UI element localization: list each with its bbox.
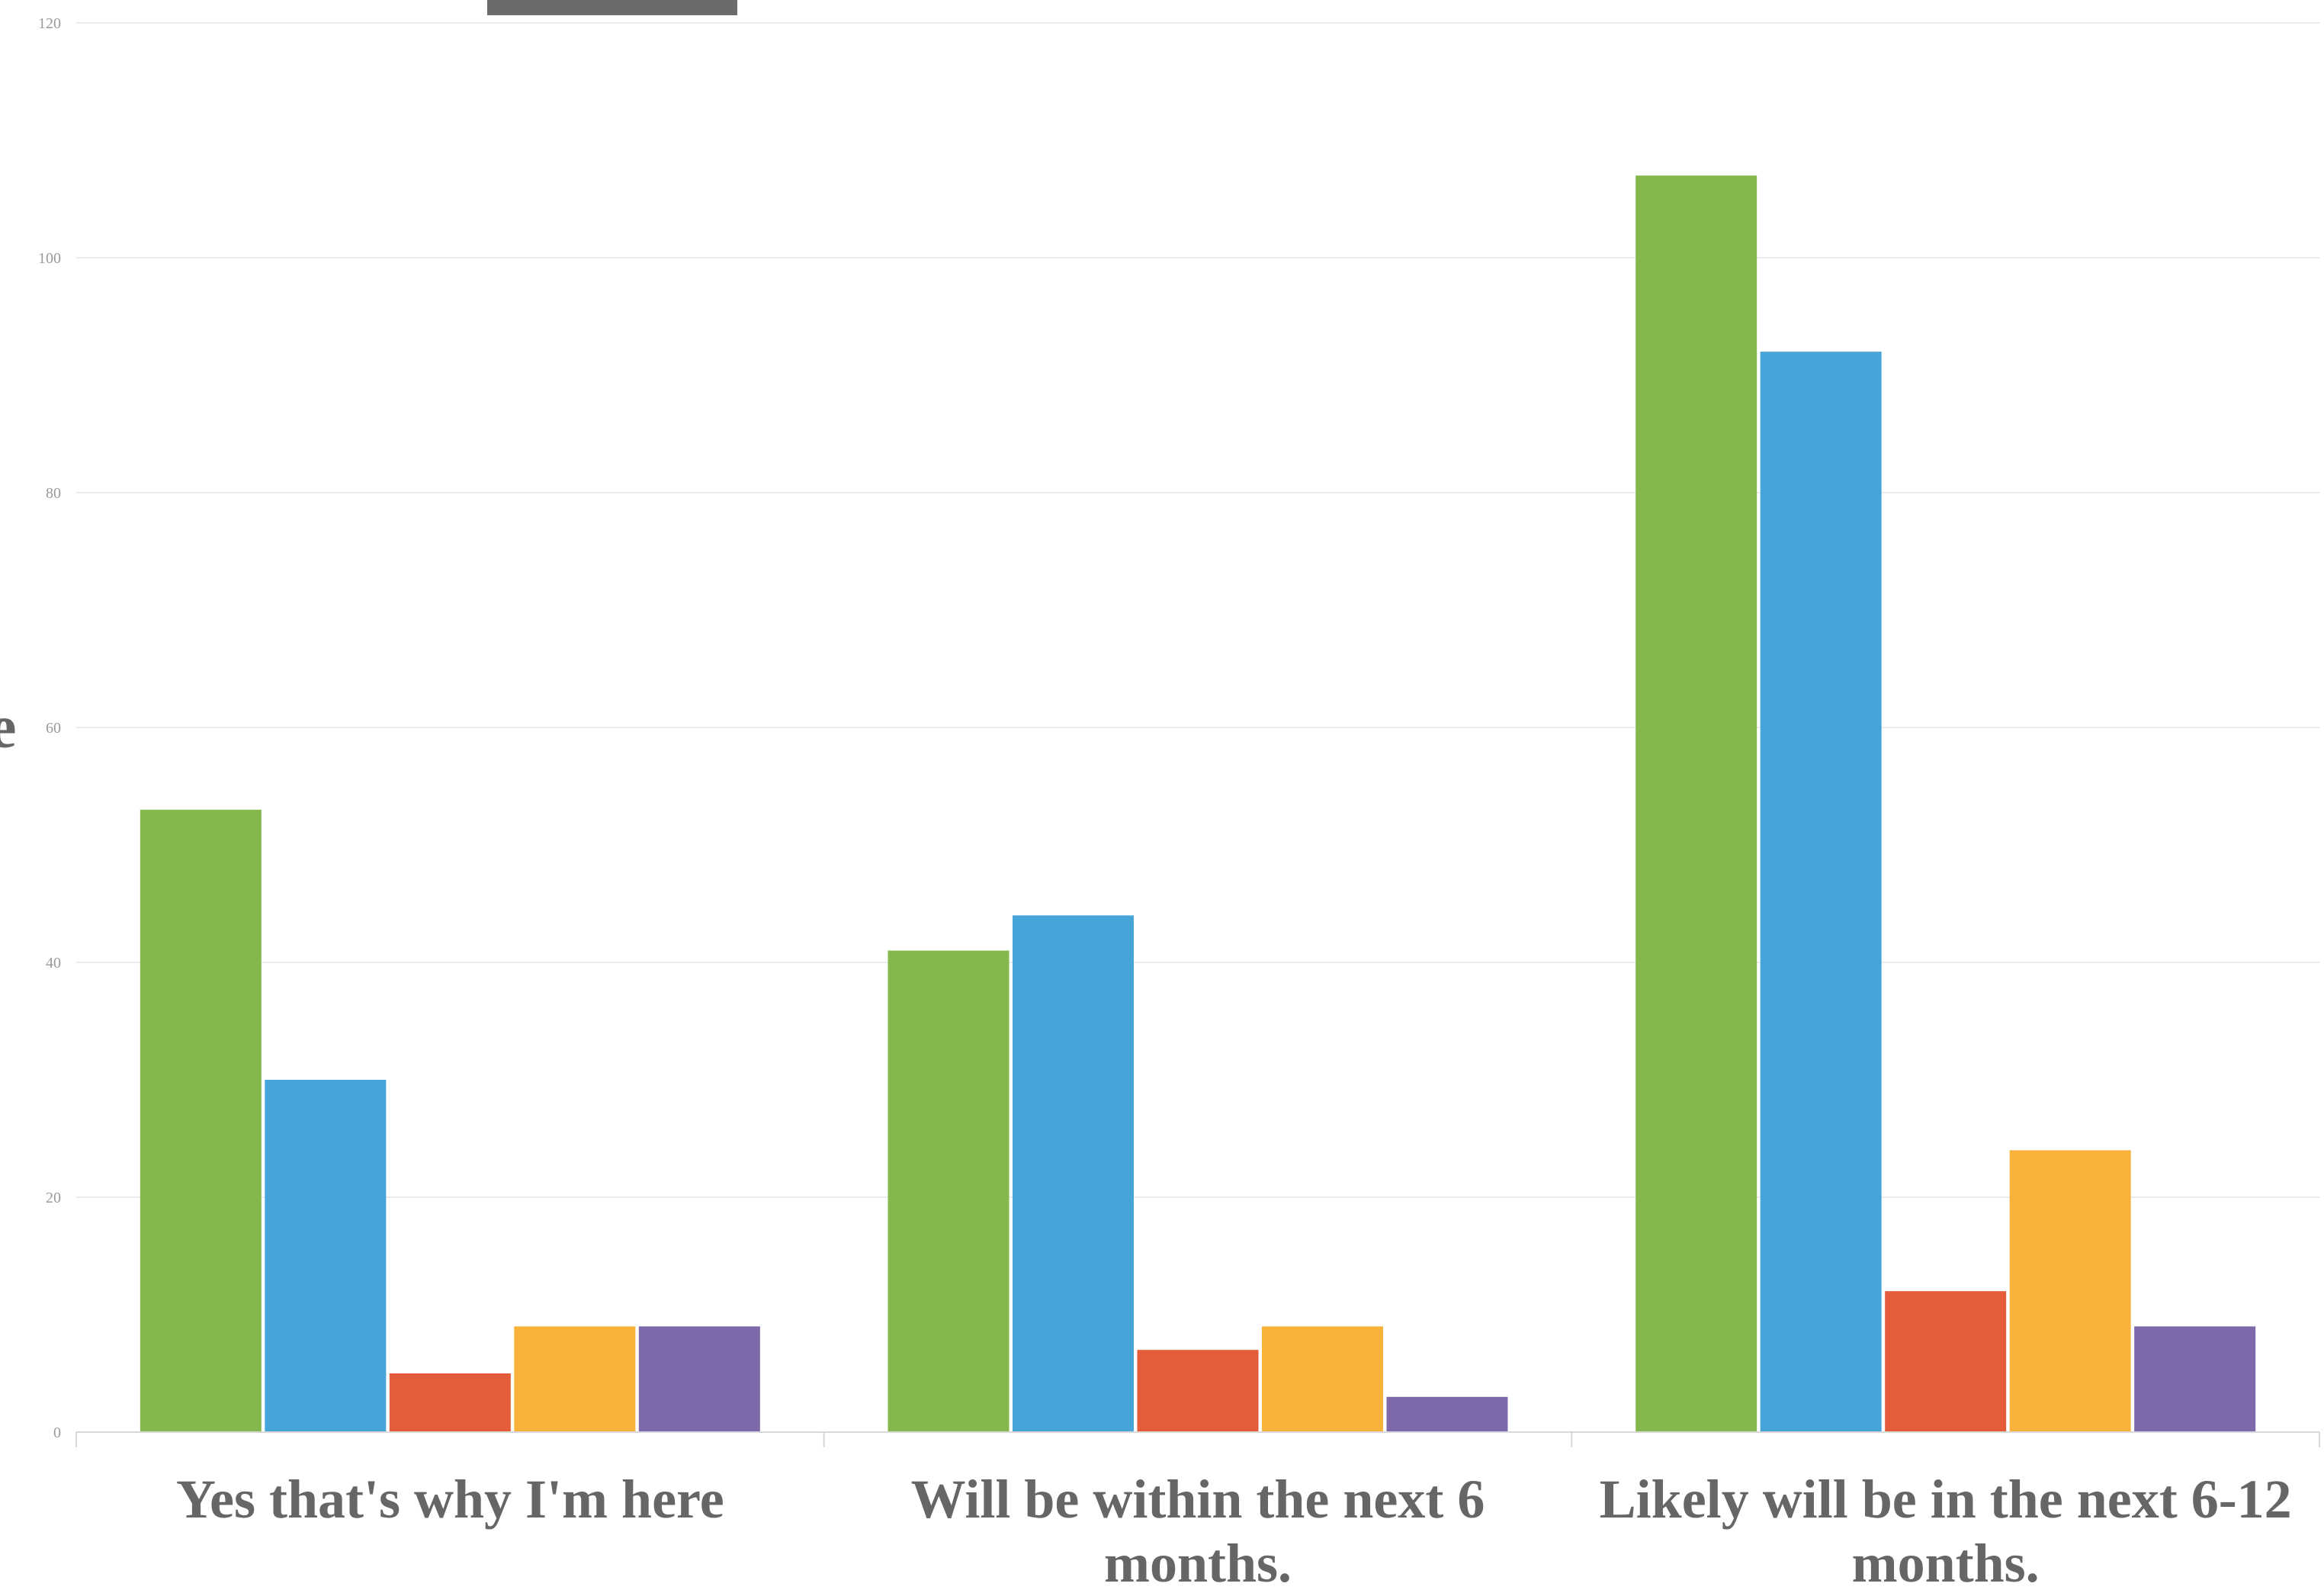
bar (1885, 1291, 2007, 1432)
bar (2134, 1326, 2256, 1432)
bar (888, 950, 1010, 1432)
bar (638, 1326, 760, 1432)
y-tick-label: 40 (46, 955, 61, 972)
bar (389, 1373, 511, 1432)
y-tick-label: 20 (46, 1190, 61, 1206)
x-axis (75, 1431, 2320, 1447)
legend-marker (487, 0, 737, 15)
category-label: months. (1104, 1533, 1292, 1593)
category-label: Likely will be in the next 6-12 (1600, 1469, 2292, 1530)
bar (514, 1326, 636, 1432)
bar (1262, 1326, 1383, 1432)
bars (140, 175, 2256, 1433)
category-label: months. (1852, 1533, 2040, 1593)
bar (1635, 175, 1757, 1433)
grid-lines (76, 22, 2319, 1198)
bar (1386, 1396, 1508, 1432)
partial-axis-glyph: e (0, 694, 17, 761)
bar (1013, 915, 1134, 1432)
y-tick-label: 100 (38, 250, 61, 267)
y-tick-label: 0 (53, 1424, 61, 1441)
y-tick-label: 120 (38, 15, 61, 32)
bar (265, 1080, 387, 1432)
y-axis-tick-labels: 0 20 40 60 80 100 120 (38, 15, 61, 1441)
category-label: Will be within the next 6 (911, 1469, 1485, 1530)
y-tick-label: 80 (46, 485, 61, 502)
bar (140, 809, 262, 1432)
bar (2009, 1150, 2131, 1432)
bar (1137, 1350, 1259, 1432)
y-tick-label: 60 (46, 720, 61, 737)
category-labels: Yes that's why I'm here Will be within th… (176, 1469, 2292, 1593)
category-label: Yes that's why I'm here (176, 1469, 724, 1530)
bar (1760, 352, 1882, 1433)
